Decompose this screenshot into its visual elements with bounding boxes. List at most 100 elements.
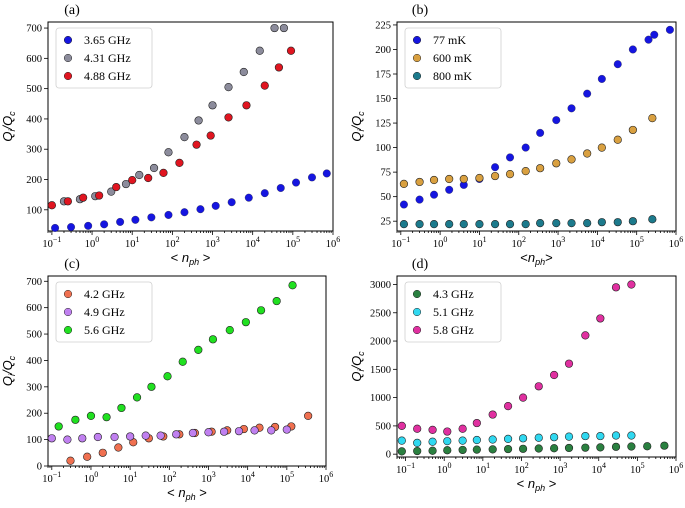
- y-tick-label: 200: [26, 409, 42, 420]
- data-point: [308, 173, 316, 182]
- data-point: [282, 425, 291, 434]
- data-point: [445, 185, 454, 194]
- series-2: [397, 431, 636, 447]
- panel-label: (c): [64, 257, 80, 272]
- x-tick-label: 106: [669, 235, 684, 250]
- data-point: [488, 435, 497, 444]
- data-point: [239, 67, 248, 77]
- data-point: [443, 437, 452, 446]
- data-point: [581, 331, 590, 340]
- data-point: [503, 434, 513, 444]
- data-point: [552, 159, 561, 168]
- data-point: [241, 318, 250, 327]
- data-point: [250, 426, 259, 435]
- data-point: [224, 113, 233, 122]
- data-point: [550, 433, 559, 442]
- y-axis-label-text: Qi/Qc: [349, 351, 366, 382]
- data-point: [459, 220, 468, 229]
- legend-entry: 800 mK: [433, 69, 472, 83]
- data-point: [194, 345, 203, 354]
- y-tick-label: 600: [26, 54, 42, 65]
- data-point: [488, 410, 497, 419]
- data-point: [472, 418, 481, 428]
- y-axis-label: Qi/Qc: [0, 111, 17, 142]
- data-point: [627, 442, 636, 451]
- data-point: [219, 427, 229, 436]
- data-point: [628, 217, 637, 226]
- data-point: [208, 101, 217, 110]
- data-point: [430, 190, 438, 199]
- legend-entry: 5.8 GHz: [433, 323, 474, 337]
- x-axis-label: < nph >: [167, 485, 207, 502]
- x-tick-label: 10−1: [42, 235, 61, 250]
- data-point: [521, 143, 530, 152]
- data-point: [429, 220, 439, 229]
- data-point: [660, 441, 669, 450]
- data-point: [192, 140, 201, 149]
- data-point: [628, 125, 637, 135]
- y-tick-label: 300: [26, 382, 42, 393]
- x-tick-label: 100: [84, 470, 99, 485]
- data-point: [79, 193, 88, 202]
- data-point: [163, 372, 172, 381]
- legend-marker: [412, 289, 422, 299]
- data-point: [643, 442, 652, 451]
- data-point: [613, 135, 622, 144]
- data-point: [567, 104, 576, 113]
- data-point: [225, 325, 234, 335]
- x-tick-label: 10−1: [42, 470, 61, 485]
- y-tick-label: 300: [26, 145, 42, 156]
- data-point: [428, 437, 437, 446]
- legend-entry: 4.3 GHz: [433, 287, 474, 301]
- data-point: [505, 220, 515, 229]
- data-point: [505, 169, 515, 179]
- x-tick-label: 106: [319, 470, 334, 485]
- data-point: [322, 169, 331, 178]
- series-1: [399, 25, 674, 209]
- data-point: [536, 164, 545, 173]
- data-point: [399, 179, 409, 189]
- data-point: [204, 428, 213, 437]
- data-point: [475, 220, 484, 229]
- legend-marker: [63, 35, 73, 45]
- data-point: [627, 431, 636, 440]
- x-tick-label: 104: [240, 470, 255, 485]
- data-point: [272, 296, 281, 306]
- data-point: [472, 445, 481, 454]
- plot-frame: [396, 21, 677, 232]
- data-point: [490, 171, 500, 181]
- data-point: [536, 128, 545, 137]
- x-tick-label: 100: [433, 235, 448, 250]
- data-point: [84, 221, 93, 230]
- y-tick-label: 100: [26, 205, 42, 216]
- y-tick-label: 500: [26, 330, 42, 341]
- data-point: [415, 177, 424, 187]
- data-point: [665, 25, 674, 34]
- data-point: [93, 432, 102, 442]
- y-tick-label: 700: [26, 24, 42, 35]
- data-point: [180, 208, 189, 217]
- data-point: [445, 220, 454, 229]
- x-tick-label: 102: [514, 461, 529, 476]
- y-tick-label: 125: [375, 119, 391, 130]
- data-point: [597, 74, 606, 83]
- panel-4: (d) 10−1 100 101 102 103 104 105 106 0 500 1000 1500…: [349, 257, 683, 493]
- data-point: [286, 46, 296, 55]
- y-tick-label: 500: [375, 421, 391, 432]
- data-point: [445, 174, 454, 184]
- data-point: [260, 81, 269, 90]
- data-point: [648, 215, 657, 224]
- data-point: [503, 401, 513, 411]
- series-3: [397, 280, 636, 436]
- data-point: [567, 219, 576, 228]
- data-point: [521, 167, 530, 176]
- plot-frame: [47, 21, 334, 232]
- data-point: [54, 422, 63, 431]
- data-point: [156, 431, 165, 440]
- data-point: [518, 434, 528, 443]
- x-tick-label: 103: [201, 470, 216, 485]
- legend-marker: [412, 71, 422, 81]
- series-1: [397, 441, 669, 456]
- series-2: [399, 114, 657, 189]
